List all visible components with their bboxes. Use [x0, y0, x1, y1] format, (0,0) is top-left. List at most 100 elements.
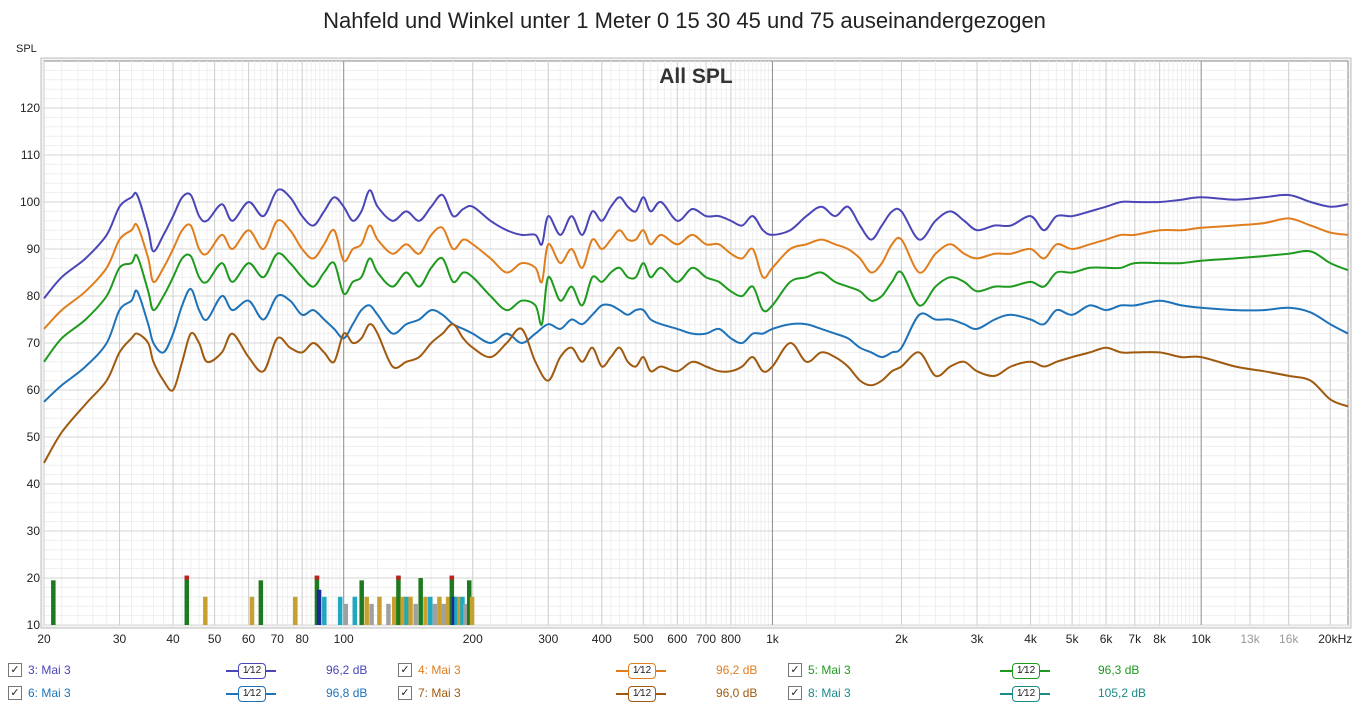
x-tick-label: 2k	[895, 632, 909, 646]
x-tick-label: 800	[721, 632, 741, 646]
histogram-bar	[258, 580, 264, 625]
x-tick-label: 5k	[1066, 632, 1080, 646]
x-tick-label: 700	[696, 632, 716, 646]
legend-checkbox-6[interactable]: ✓	[8, 686, 22, 700]
histogram-bar	[322, 596, 327, 625]
histogram-bar	[445, 596, 451, 625]
histogram-bar	[396, 575, 401, 625]
y-axis-label: SPL	[16, 43, 37, 55]
legend-checkbox-4[interactable]: ✓	[398, 663, 412, 677]
x-tick-label: 8k	[1153, 632, 1167, 646]
histogram-bar	[337, 596, 343, 625]
x-tick-label: 500	[633, 632, 653, 646]
histogram-bar	[418, 578, 423, 625]
histogram-bar	[184, 575, 190, 625]
y-tick-label: 120	[20, 101, 40, 115]
y-tick-label: 60	[27, 383, 41, 397]
histogram-bar-cap	[314, 575, 320, 580]
legend-level-3: 96,2 dB	[326, 663, 368, 677]
histogram-bar	[404, 596, 409, 625]
legend-label-6: 6: Mai 3	[28, 686, 71, 700]
histogram-bar	[364, 596, 369, 625]
x-tick-label: 3k	[971, 632, 985, 646]
smoothing-label-5: 1⁄12	[1012, 663, 1040, 679]
histogram-bar	[386, 603, 391, 625]
legend-checkbox-5[interactable]: ✓	[788, 663, 802, 677]
histogram-bar-cap	[184, 575, 190, 580]
histogram-bar	[457, 596, 462, 625]
y-tick-label: 80	[27, 289, 41, 303]
histogram-bar	[400, 596, 405, 625]
histogram-bar	[441, 603, 447, 625]
histogram-bar	[369, 603, 374, 625]
smoothing-button-3[interactable]: 1⁄12	[226, 662, 276, 680]
legend-label-8: 8: Mai 3	[808, 686, 851, 700]
histogram-bar	[437, 596, 442, 625]
histogram-bar-cap	[396, 575, 401, 580]
x-tick-label: 70	[271, 632, 285, 646]
x-tick-label: 16k	[1279, 632, 1299, 646]
smoothing-label-3: 1⁄12	[238, 663, 266, 679]
x-tick-label: 20kHz	[1318, 632, 1352, 646]
y-tick-label: 90	[27, 242, 41, 256]
smoothing-button-8[interactable]: 1⁄12	[1000, 685, 1050, 703]
histogram-bar	[293, 596, 298, 625]
x-tick-label: 600	[667, 632, 687, 646]
legend-checkbox-7[interactable]: ✓	[398, 686, 412, 700]
y-tick-label: 110	[21, 148, 40, 162]
x-tick-label: 10k	[1192, 632, 1212, 646]
smoothing-button-5[interactable]: 1⁄12	[1000, 662, 1050, 680]
histogram-bar	[316, 589, 322, 625]
legend-checkbox-3[interactable]: ✓	[8, 663, 22, 677]
histogram-bar	[343, 603, 349, 625]
series-line-4	[43, 217, 1349, 330]
legend-level-7: 96,0 dB	[716, 686, 758, 700]
series-line-3	[43, 188, 1349, 299]
histogram-bar	[377, 596, 382, 625]
x-tick-label: 400	[592, 632, 612, 646]
y-tick-label: 50	[27, 430, 41, 444]
legend-level-6: 96,8 dB	[326, 686, 368, 700]
histogram-bar-cap	[449, 575, 455, 580]
x-tick-label: 20	[37, 632, 51, 646]
smoothing-button-6[interactable]: 1⁄12	[226, 685, 276, 703]
legend-checkbox-8[interactable]: ✓	[788, 686, 802, 700]
legend-label-4: 4: Mai 3	[418, 663, 461, 677]
series-line-6	[43, 287, 1349, 403]
y-tick-label: 10	[27, 618, 41, 632]
legend-label-7: 7: Mai 3	[418, 686, 461, 700]
x-tick-label: 50	[208, 632, 222, 646]
x-tick-label: 1k	[766, 632, 780, 646]
smoothing-button-4[interactable]: 1⁄12	[616, 662, 666, 680]
histogram-bar	[469, 596, 475, 625]
x-tick-label: 7k	[1128, 632, 1142, 646]
histogram-bar	[423, 596, 428, 625]
x-tick-label: 6k	[1100, 632, 1114, 646]
x-tick-label: 300	[538, 632, 558, 646]
histogram-bar	[428, 596, 433, 625]
y-tick-label: 20	[27, 571, 41, 585]
legend-label-3: 3: Mai 3	[28, 663, 71, 677]
histogram-bar	[352, 596, 358, 625]
histogram-bar	[359, 580, 364, 625]
y-tick-label: 100	[20, 195, 40, 209]
x-tick-label: 4k	[1024, 632, 1038, 646]
smoothing-label-4: 1⁄12	[628, 663, 656, 679]
plot-label: All SPL	[659, 65, 733, 88]
histogram-bar	[432, 603, 438, 625]
smoothing-label-6: 1⁄12	[238, 686, 266, 702]
series-line-5	[43, 249, 1349, 363]
histogram-bar	[408, 596, 413, 625]
smoothing-button-7[interactable]: 1⁄12	[616, 685, 666, 703]
y-tick-label: 70	[27, 336, 41, 350]
legend-level-4: 96,2 dB	[716, 663, 758, 677]
x-tick-label: 40	[166, 632, 180, 646]
smoothing-label-7: 1⁄12	[628, 686, 656, 702]
histogram-bar	[451, 596, 457, 625]
legend-level-8: 105,2 dB	[1098, 686, 1147, 700]
histogram-bar	[460, 596, 465, 625]
histogram-bar	[454, 596, 459, 625]
histogram-bar	[463, 603, 468, 625]
y-tick-label: 30	[27, 524, 41, 538]
